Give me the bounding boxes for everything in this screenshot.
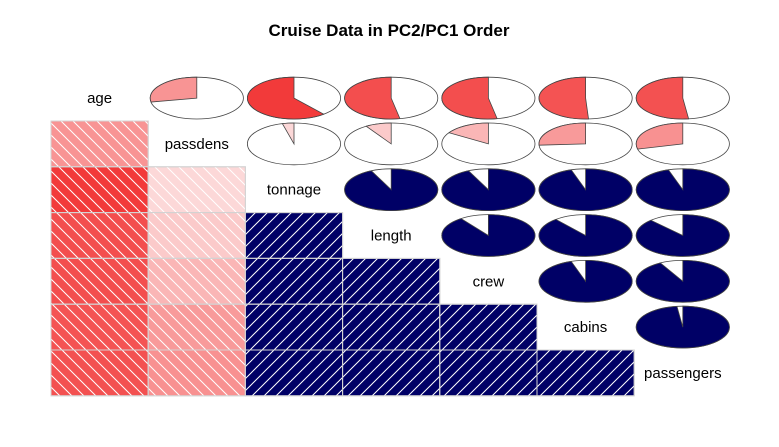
pie-slice-age-crew [441, 76, 498, 120]
pie-slice-tonnage-crew [441, 168, 536, 211]
shade-hatch-passdens-age [50, 120, 149, 168]
diagonal-label-crew: crew [473, 273, 505, 290]
pie-slice-passdens-passengers [635, 122, 684, 150]
pie-slice-passdens-length [365, 122, 392, 145]
pie-slice-passdens-cabins [538, 122, 586, 146]
corrgram-cells: age passdens tonnage length crew cabins passen… [50, 76, 730, 397]
shade-hatch-passengers-passdens [147, 349, 246, 397]
shade-hatch-passengers-age [50, 349, 149, 397]
shade-hatch-cabins-crew [439, 303, 538, 351]
diagonal-label-passdens: passdens [165, 136, 229, 153]
shade-hatch-passengers-cabins [536, 349, 635, 397]
shade-hatch-cabins-length [342, 303, 441, 351]
shade-hatch-cabins-passdens [147, 303, 246, 351]
pie-slice-passdens-crew [448, 122, 489, 145]
pie-slice-crew-passengers [635, 259, 730, 303]
pie-slice-tonnage-cabins [538, 168, 633, 211]
diagonal-label-cabins: cabins [564, 319, 607, 336]
shade-hatch-length-tonnage [244, 212, 344, 259]
diagonal-label-length: length [371, 228, 412, 245]
pie-slice-cabins-passengers [635, 305, 730, 349]
diagonal-label-age: age [87, 90, 112, 107]
shade-hatch-crew-age [50, 257, 149, 305]
pie-slice-crew-cabins [538, 259, 633, 303]
shade-hatch-cabins-age [50, 303, 149, 351]
shade-hatch-crew-length [342, 257, 441, 305]
pie-slice-length-passengers [635, 214, 730, 257]
shade-hatch-passengers-length [342, 349, 441, 397]
shade-hatch-length-passdens [147, 212, 246, 259]
pie-slice-age-passdens [149, 76, 198, 103]
chart-title: Cruise Data in PC2/PC1 Order [269, 21, 510, 40]
shade-hatch-length-age [50, 212, 149, 259]
shade-hatch-crew-passdens [147, 257, 246, 305]
diagonal-label-tonnage: tonnage [267, 182, 321, 199]
pie-slice-age-cabins [538, 76, 589, 120]
pie-slice-length-crew [441, 214, 536, 257]
pie-slice-age-passengers [635, 76, 690, 120]
shade-hatch-crew-tonnage [244, 257, 344, 305]
shade-hatch-tonnage-passdens [147, 166, 246, 214]
diagonal-label-passengers: passengers [644, 365, 722, 382]
pie-slice-tonnage-passengers [635, 168, 730, 211]
pie-slice-age-tonnage [247, 76, 325, 120]
shade-hatch-cabins-tonnage [244, 303, 344, 351]
pie-slice-age-length [344, 76, 401, 120]
pie-slice-length-cabins [538, 214, 633, 257]
pie-slice-tonnage-length [344, 168, 439, 211]
shade-hatch-passengers-crew [439, 349, 538, 397]
shade-hatch-passengers-tonnage [244, 349, 344, 397]
pie-slice-passdens-tonnage [281, 122, 295, 146]
shade-hatch-tonnage-age [50, 166, 149, 214]
